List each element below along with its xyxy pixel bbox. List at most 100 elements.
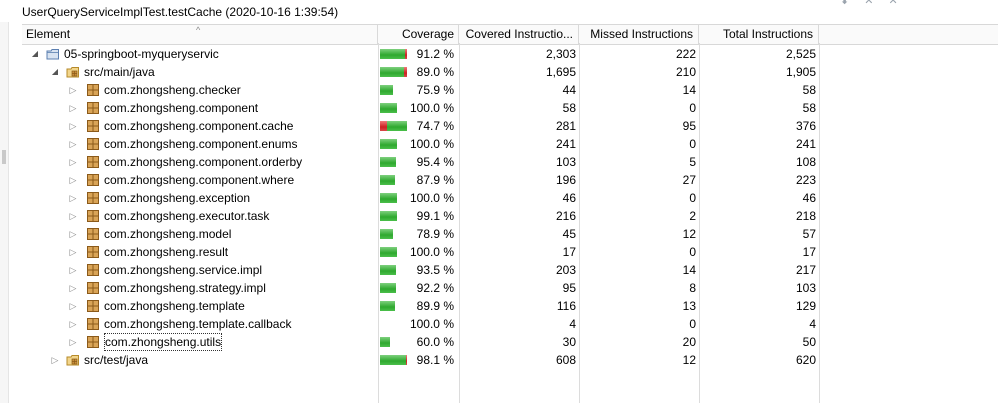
covered-instructions-cell: 116	[556, 299, 576, 313]
package-icon	[86, 335, 100, 349]
element-cell[interactable]: ▷ com.zhongsheng.model	[22, 225, 378, 243]
coverage-bar	[380, 247, 397, 257]
element-cell[interactable]: ▷ com.zhongsheng.template.callback	[22, 315, 378, 333]
collapsed-triangle-icon[interactable]: ▷	[69, 337, 77, 347]
element-cell[interactable]: ▷ com.zhongsheng.checker	[22, 81, 378, 99]
covered-instructions-cell: 2,303	[545, 47, 576, 61]
collapsed-triangle-icon[interactable]: ▷	[69, 247, 77, 257]
element-label: 05-springboot-myqueryservic	[64, 47, 219, 61]
collapsed-triangle-icon[interactable]: ▷	[69, 193, 77, 203]
total-instructions-cell: 376	[795, 119, 816, 133]
table-row[interactable]: ◢ 05-springboot-myqueryservic 91.2 % 2,303 2…	[22, 45, 998, 63]
table-row[interactable]: ▷ com.zhongsheng.utils 60.0 % 30 20 50	[22, 333, 998, 351]
element-cell[interactable]: ▷ com.zhongsheng.component	[22, 99, 378, 117]
collapsed-triangle-icon[interactable]: ▷	[69, 211, 77, 221]
coverage-cell: 100.0 %	[378, 315, 459, 333]
table-row[interactable]: ▷ com.zhongsheng.template 89.9 % 116 13 129	[22, 297, 998, 315]
element-cell[interactable]: ▷ com.zhongsheng.template	[22, 297, 378, 315]
column-divider	[459, 43, 460, 403]
collapsed-triangle-icon[interactable]: ▷	[69, 301, 77, 311]
element-cell[interactable]: ◢ 05-springboot-myqueryservic	[22, 45, 378, 63]
collapsed-triangle-icon[interactable]: ▷	[69, 139, 77, 149]
table-row[interactable]: ▷ com.zhongsheng.executor.task 99.1 % 216 2 2…	[22, 207, 998, 225]
table-row[interactable]: ▷ src/test/java 98.1 % 608 12 620	[22, 351, 998, 369]
collapsed-triangle-icon[interactable]: ▷	[69, 283, 77, 293]
element-label: com.zhongsheng.service.impl	[104, 263, 263, 277]
table-row[interactable]: ▷ com.zhongsheng.component.enums 100.0 % 24…	[22, 135, 998, 153]
collapsed-triangle-icon[interactable]: ▷	[69, 229, 77, 239]
table-row[interactable]: ◢ src/main/java 89.0 % 1,695 210 1,905	[22, 63, 998, 81]
total-instructions-cell: 1,905	[785, 65, 816, 79]
collapsed-triangle-icon[interactable]: ▷	[69, 175, 77, 185]
column-header-element[interactable]: Element ^	[22, 25, 378, 44]
covered-instructions-cell: 196	[555, 173, 576, 187]
coverage-percent: 98.1 %	[416, 353, 454, 367]
table-row[interactable]: ▷ com.zhongsheng.service.impl 93.5 % 203 14 2…	[22, 261, 998, 279]
collapsed-triangle-icon[interactable]: ▷	[69, 319, 77, 329]
element-cell[interactable]: ▷ com.zhongsheng.executor.task	[22, 207, 378, 225]
coverage-percent: 89.9 %	[416, 299, 454, 313]
element-label: src/test/java	[84, 353, 149, 367]
column-header-coverage[interactable]: Coverage	[378, 25, 459, 44]
coverage-bar	[380, 175, 395, 185]
table-row[interactable]: ▷ com.zhongsheng.component 100.0 % 58 0 58	[22, 99, 998, 117]
coverage-cell: 74.7 %	[378, 117, 459, 135]
coverage-bar	[380, 157, 396, 167]
source-folder-icon	[66, 65, 80, 79]
table-row[interactable]: ▷ com.zhongsheng.component.cache 74.7 % 281…	[22, 117, 998, 135]
table-row[interactable]: ▷ com.zhongsheng.component.orderby 95.4 % 1…	[22, 153, 998, 171]
missed-instructions-cell: 222	[675, 47, 696, 61]
total-instructions-cell: 129	[795, 299, 816, 313]
coverage-cell: 91.2 %	[378, 45, 459, 63]
covered-instructions-cell: 95	[562, 281, 576, 295]
element-cell[interactable]: ▷ src/test/java	[22, 351, 378, 369]
column-header-missed-instructions[interactable]: Missed Instructions	[579, 25, 699, 44]
coverage-table: Element ^ Coverage Covered Instructio...…	[22, 24, 998, 403]
element-cell[interactable]: ◢ src/main/java	[22, 63, 378, 81]
sash-handle[interactable]	[2, 150, 6, 164]
element-cell[interactable]: ▷ com.zhongsheng.service.impl	[22, 261, 378, 279]
collapsed-triangle-icon[interactable]: ▷	[69, 103, 77, 113]
table-row[interactable]: ▷ com.zhongsheng.checker 75.9 % 44 14 58	[22, 81, 998, 99]
collapsed-triangle-icon[interactable]: ▷	[69, 265, 77, 275]
element-cell[interactable]: ▷ com.zhongsheng.exception	[22, 189, 378, 207]
element-label: com.zhongsheng.exception	[104, 191, 251, 205]
column-divider	[378, 43, 379, 403]
covered-instructions-cell: 45	[562, 227, 576, 241]
collapsed-triangle-icon[interactable]: ▷	[69, 121, 77, 131]
table-row[interactable]: ▷ com.zhongsheng.result 100.0 % 17 0 17	[22, 243, 998, 261]
table-row[interactable]: ▷ com.zhongsheng.exception 100.0 % 46 0 46	[22, 189, 998, 207]
element-cell[interactable]: ▷ com.zhongsheng.component.orderby	[22, 153, 378, 171]
package-icon	[86, 191, 100, 205]
expanded-triangle-icon[interactable]: ◢	[51, 67, 59, 76]
collapsed-triangle-icon[interactable]: ▷	[51, 355, 59, 365]
element-cell[interactable]: ▷ com.zhongsheng.result	[22, 243, 378, 261]
table-row[interactable]: ▷ com.zhongsheng.model 78.9 % 45 12 57	[22, 225, 998, 243]
element-cell[interactable]: ▷ com.zhongsheng.component.cache	[22, 117, 378, 135]
column-header-covered-instructions[interactable]: Covered Instructio...	[459, 25, 579, 44]
collapsed-triangle-icon[interactable]: ▷	[69, 157, 77, 167]
expanded-triangle-icon[interactable]: ◢	[31, 49, 39, 58]
package-icon	[86, 101, 100, 115]
missed-instructions-cell: 14	[682, 263, 696, 277]
left-sash[interactable]	[0, 22, 9, 403]
collapsed-triangle-icon[interactable]: ▷	[69, 85, 77, 95]
coverage-bar	[380, 283, 396, 293]
column-header-total-instructions[interactable]: Total Instructions	[699, 25, 819, 44]
element-cell[interactable]: ▷ com.zhongsheng.strategy.impl	[22, 279, 378, 297]
element-label: com.zhongsheng.utils	[104, 333, 223, 351]
coverage-cell: 89.9 %	[378, 297, 459, 315]
element-cell[interactable]: ▷ com.zhongsheng.utils	[22, 333, 378, 351]
coverage-cell: 100.0 %	[378, 135, 459, 153]
table-row[interactable]: ▷ com.zhongsheng.template.callback 100.0 %…	[22, 315, 998, 333]
element-cell[interactable]: ▷ com.zhongsheng.component.enums	[22, 135, 378, 153]
element-label: com.zhongsheng.template	[104, 299, 245, 313]
covered-instructions-cell: 4	[569, 317, 576, 331]
view-toolbar-icons[interactable]: ⬇ ✕ ✕	[840, 0, 904, 7]
missed-instructions-cell: 0	[689, 137, 696, 151]
table-row[interactable]: ▷ com.zhongsheng.strategy.impl 92.2 % 95 8 10…	[22, 279, 998, 297]
element-cell[interactable]: ▷ com.zhongsheng.component.where	[22, 171, 378, 189]
table-row[interactable]: ▷ com.zhongsheng.component.where 87.9 % 196…	[22, 171, 998, 189]
package-icon	[86, 119, 100, 133]
coverage-bar	[380, 229, 393, 239]
